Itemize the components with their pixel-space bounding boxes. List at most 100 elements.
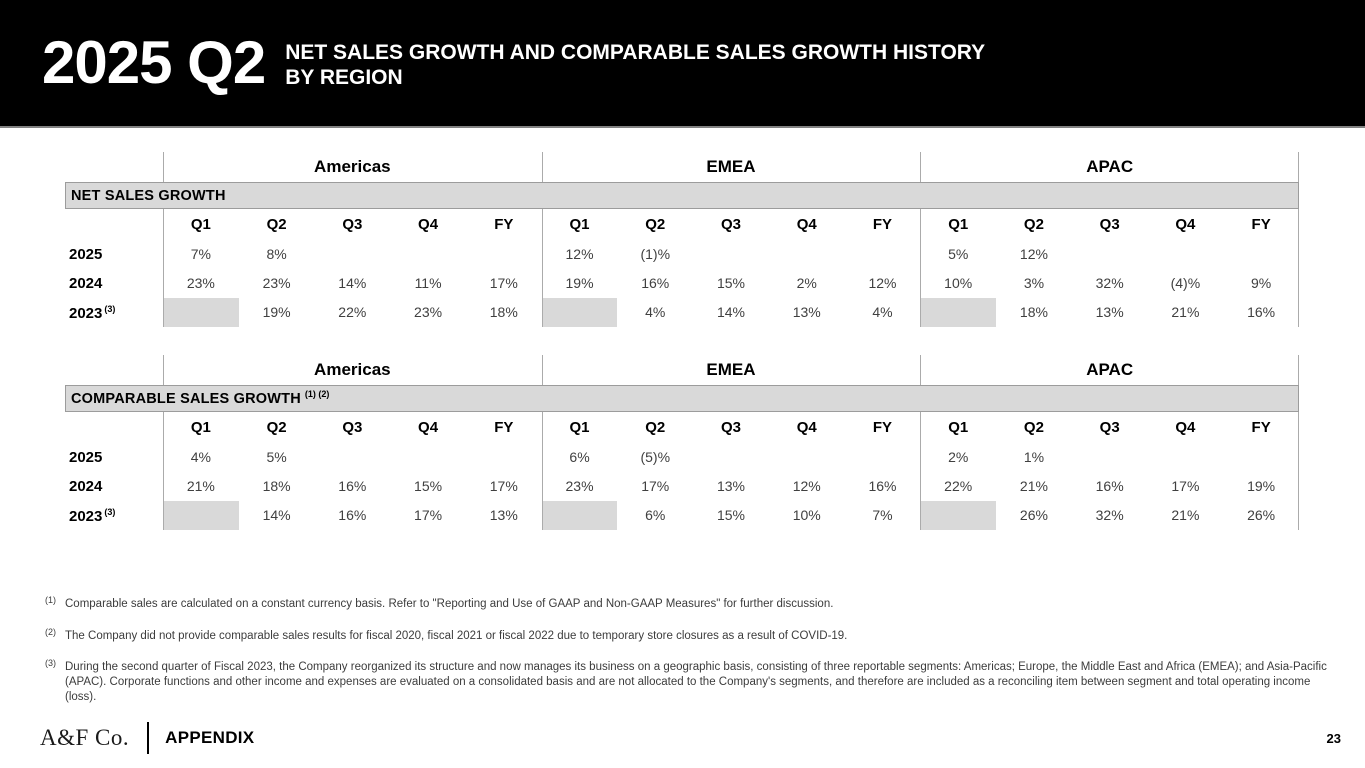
- table-banner: COMPARABLE SALES GROWTH (1) (2): [65, 385, 1299, 412]
- quarter-header-cell: Q1: [190, 419, 211, 436]
- value-cell: 16%: [338, 478, 367, 494]
- quarter-header-cell: FY: [1251, 419, 1271, 436]
- company-logo: A&F Co.: [40, 725, 130, 750]
- value-cell: 11%: [414, 275, 442, 291]
- value-cell: 15%: [716, 507, 745, 523]
- value-cell: 12%: [565, 246, 594, 262]
- table-banner-title: NET SALES GROWTH: [71, 187, 226, 204]
- quarter-header-cell: Q4: [796, 216, 817, 233]
- value-cell: 21%: [1171, 507, 1200, 523]
- quarter-header-cell: Q1: [569, 216, 590, 233]
- value-cell: 16%: [1247, 304, 1276, 320]
- quarter-header-cell: Q3: [342, 419, 363, 436]
- value-cell: 14%: [716, 304, 745, 320]
- year-label: 2023 (3): [69, 303, 116, 322]
- quarter-header-row: Q1 Q2 Q3 Q4 FY Q1 Q2 Q3 Q4 FY Q1 Q2 Q3 Q4 FY: [65, 209, 1299, 240]
- value-cell: 23%: [262, 275, 291, 291]
- quarter-header-cell: Q4: [418, 216, 439, 233]
- value-cell: 18%: [1019, 304, 1048, 320]
- value-cell: [845, 443, 921, 472]
- footnote-2: (2) The Company did not provide comparabl…: [45, 627, 1333, 644]
- value-cell: [693, 240, 769, 269]
- footer-divider: [147, 722, 150, 754]
- value-cell: 16%: [641, 275, 670, 291]
- quarter-badge: 2025 Q2: [42, 29, 266, 96]
- value-cell: [1223, 443, 1299, 472]
- quarter-header-cell: Q4: [796, 419, 817, 436]
- value-cell: 5%: [266, 449, 287, 465]
- quarter-header-cell: Q2: [1023, 419, 1044, 436]
- value-cell: 17%: [414, 507, 443, 523]
- value-cell: 2%: [796, 275, 817, 291]
- value-cell: 3%: [1023, 275, 1045, 291]
- year-label-superscript: (3): [104, 506, 116, 517]
- slide-header: 2025 Q2 NET SALES GROWTH AND COMPARABLE …: [0, 0, 1365, 128]
- data-row-2023: 2023 (3) 19% 22% 23% 18% 4% 14% 13% 4% 18% 13% 21% 16…: [65, 298, 1299, 327]
- value-cell: 18%: [262, 478, 291, 494]
- value-cell: 21%: [1171, 304, 1200, 320]
- value-cell: [769, 443, 845, 472]
- footer-section-label: APPENDIX: [165, 728, 255, 747]
- column-separator-line: [920, 355, 922, 530]
- footnote-text: During the second quarter of Fiscal 2023…: [65, 661, 1327, 703]
- column-separator-line: [1298, 355, 1299, 530]
- region-header-row: Americas EMEA APAC: [65, 355, 1299, 385]
- region-header-emea: EMEA: [706, 157, 756, 176]
- value-cell: [1223, 240, 1299, 269]
- value-cell: [1148, 443, 1224, 472]
- quarter-header-cell: Q4: [1175, 419, 1196, 436]
- value-cell: 32%: [1095, 507, 1124, 523]
- column-separator-line: [541, 152, 543, 327]
- data-row-2024: 2024 23% 23% 14% 11% 17% 19% 16% 15% 2% 12% 10% 3% 32…: [65, 269, 1299, 298]
- value-cell: 17%: [641, 478, 670, 494]
- value-cell: 22%: [338, 304, 367, 320]
- value-cell: 23%: [414, 304, 443, 320]
- value-cell: 14%: [338, 275, 367, 291]
- not-provided-shaded-cell: [920, 298, 997, 327]
- value-cell: 5%: [948, 246, 969, 262]
- data-row-2025: 2025 7% 8% 12% (1)% 5% 12%: [65, 240, 1299, 269]
- tables-area: Americas EMEA APAC NET SALES GROWTH Q1 Q2 Q3 Q4…: [65, 152, 1299, 530]
- quarter-header-cell: Q2: [645, 419, 666, 436]
- data-row-2024: 2024 21% 18% 16% 15% 17% 23% 17% 13% 12% 16% 22% 21%…: [65, 472, 1299, 501]
- slide-title: NET SALES GROWTH AND COMPARABLE SALES GR…: [285, 36, 985, 90]
- value-cell: [1072, 240, 1148, 269]
- quarter-header-cell: Q1: [569, 419, 590, 436]
- quarter-header-cell: Q2: [266, 419, 287, 436]
- value-cell: [845, 240, 921, 269]
- value-cell: 13%: [716, 478, 745, 494]
- footnote-marker: (1): [45, 595, 56, 605]
- footnote-text: Comparable sales are calculated on a con…: [65, 598, 834, 610]
- quarter-header-cell: Q4: [418, 419, 439, 436]
- column-separator-line: [163, 152, 164, 327]
- quarter-header-cell: Q3: [1099, 419, 1120, 436]
- slide-title-line2: BY REGION: [285, 66, 403, 89]
- data-row-2025: 2025 4% 5% 6% (5)% 2% 1%: [65, 443, 1299, 472]
- quarter-header-cell: Q2: [1023, 216, 1044, 233]
- page-number: 23: [1326, 730, 1341, 746]
- sales-table-2: Americas EMEA APAC COMPARABLE SALES GROWTH(…: [65, 355, 1299, 530]
- value-cell: 15%: [716, 275, 745, 291]
- slide-title-line1: NET SALES GROWTH AND COMPARABLE SALES GR…: [285, 40, 986, 64]
- value-cell: 4%: [190, 449, 211, 465]
- quarter-header-cell: Q2: [645, 216, 666, 233]
- value-cell: 21%: [1019, 478, 1048, 494]
- value-cell: 13%: [792, 304, 821, 320]
- not-provided-shaded-cell: [163, 501, 239, 530]
- value-cell: [314, 443, 390, 472]
- quarter-header-cell: Q2: [266, 216, 287, 233]
- table-banner-superscript: (1) (2): [304, 388, 330, 399]
- quarter-header-cell: Q1: [948, 216, 969, 233]
- value-cell: 17%: [1171, 478, 1200, 494]
- value-cell: [390, 240, 466, 269]
- value-cell: 7%: [872, 507, 893, 523]
- quarter-header-cell: FY: [494, 419, 514, 436]
- quarter-header-cell: FY: [872, 419, 893, 436]
- sales-table-1: Americas EMEA APAC NET SALES GROWTH Q1 Q2 Q3 Q4…: [65, 152, 1299, 327]
- not-provided-shaded-cell: [541, 298, 618, 327]
- value-cell: 16%: [1095, 478, 1124, 494]
- value-cell: 16%: [868, 478, 897, 494]
- quarter-header-cell: FY: [494, 216, 514, 233]
- value-cell: [466, 443, 542, 472]
- value-cell: 12%: [792, 478, 821, 494]
